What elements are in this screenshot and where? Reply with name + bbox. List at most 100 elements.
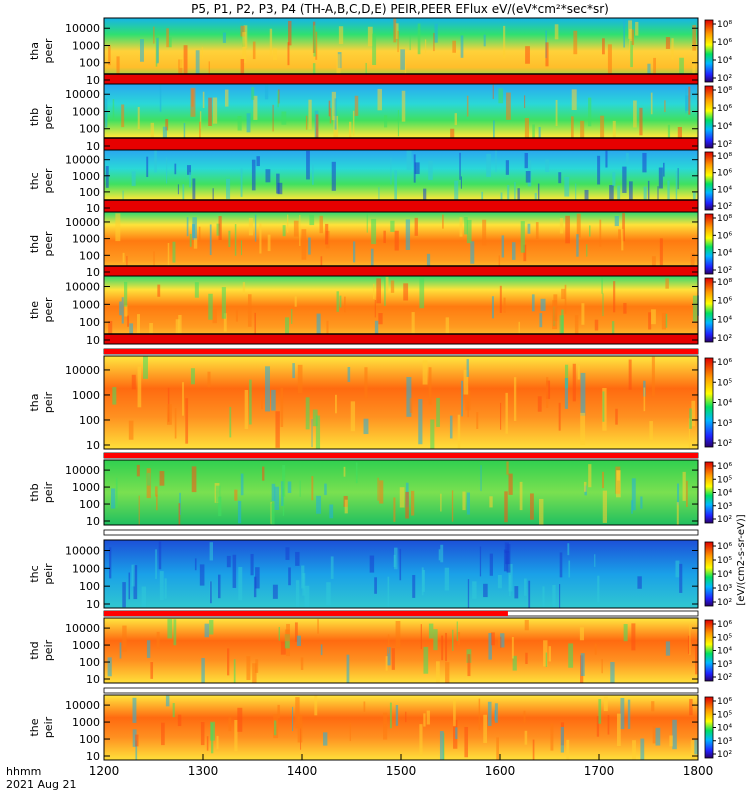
panel-streak <box>459 152 461 180</box>
panel-streak <box>411 312 415 338</box>
panel-streak <box>511 637 514 659</box>
panel-streak <box>194 558 197 571</box>
panel-streak <box>156 631 160 649</box>
panel-streak <box>207 371 211 388</box>
panel-streak <box>601 658 603 674</box>
panel-streak <box>631 500 633 514</box>
colorbar-label: [eV/(cm2-s-sr-eV)] <box>736 514 747 605</box>
panel-streak <box>182 184 185 212</box>
panel-streak <box>127 315 129 327</box>
panel-probe-label: thc <box>28 565 41 582</box>
panel-streak <box>436 397 440 427</box>
panel-streak <box>304 585 310 608</box>
panel-streak <box>262 466 265 481</box>
panel-streak <box>212 97 218 124</box>
colorbar-tick-label: 10³ <box>717 419 732 429</box>
panel-streak <box>576 234 579 257</box>
panel-streak <box>374 320 379 334</box>
panel-streak <box>288 20 292 46</box>
panel-streak <box>461 380 463 417</box>
panel-streak <box>210 721 216 741</box>
panel-streak <box>124 281 128 307</box>
panel-streak <box>628 181 633 211</box>
panel-streak <box>434 23 438 43</box>
colorbar-tick-label: 10⁸ <box>717 152 732 162</box>
x-tick-label: 1200 <box>89 764 120 778</box>
panel-streak <box>240 168 243 197</box>
panel-streak <box>559 584 561 608</box>
panel-streak <box>240 25 245 37</box>
panel-streak <box>445 632 448 662</box>
panel-streak <box>121 297 124 324</box>
panel-streak <box>147 472 151 486</box>
panel-streak <box>423 646 429 674</box>
panel-streak <box>259 223 262 254</box>
low-energy-band <box>104 74 698 84</box>
panel-streak <box>316 495 322 514</box>
panel-streak <box>506 92 511 120</box>
panel-streak <box>308 237 311 255</box>
panel-streak <box>545 42 549 67</box>
panel-streak <box>571 89 577 111</box>
panel-streak <box>602 38 605 55</box>
panel-streak <box>613 281 616 313</box>
colorbar <box>704 541 714 607</box>
panel-streak <box>136 464 140 477</box>
y-tick-label: 1000 <box>72 298 100 311</box>
panel-streak <box>483 583 488 598</box>
panel-streak <box>305 397 310 430</box>
panel-streak <box>640 738 645 760</box>
panel-streak <box>512 655 517 671</box>
panel-streak <box>679 57 684 84</box>
panel-streak <box>637 576 642 589</box>
panel-streak <box>282 465 286 497</box>
panel-streak <box>166 404 172 425</box>
panel-streak <box>686 480 688 507</box>
panel-streak <box>173 619 177 646</box>
panel-streak <box>597 155 601 185</box>
colorbar <box>704 277 714 343</box>
panel-streak <box>419 724 423 756</box>
panel-streak <box>470 241 475 264</box>
panel-streak <box>167 619 173 639</box>
panel-streak <box>524 619 529 631</box>
panel-streak <box>466 219 472 244</box>
panel-streak <box>661 312 667 330</box>
panel-streak <box>269 28 273 56</box>
panel-streak <box>612 120 616 141</box>
panel-streak <box>491 632 495 646</box>
panel-streak <box>695 644 698 675</box>
y-tick-label: 1000 <box>72 170 100 183</box>
panel-streak <box>390 157 392 185</box>
panel-streak <box>423 713 426 727</box>
panel-streak <box>631 478 636 511</box>
panel-streak <box>370 248 374 276</box>
colorbar-tick-label: 10⁴ <box>717 122 732 132</box>
panel-streak <box>183 123 186 150</box>
panel-streak <box>222 32 226 43</box>
y-tick-label: 100 <box>79 57 100 70</box>
panel-type-label: peir <box>42 391 55 413</box>
panel-streak <box>277 182 283 195</box>
panel-streak <box>395 23 399 39</box>
y-tick-label: 10000 <box>65 464 100 477</box>
flag-strip <box>103 687 699 694</box>
panel-type-label: peer <box>42 38 55 64</box>
panel-streak <box>548 646 551 662</box>
y-tick-label: 10000 <box>65 88 100 101</box>
colorbar-tick-label: 10⁴ <box>717 249 732 259</box>
panel-streak <box>132 697 137 723</box>
colorbar-tick-label: 10⁴ <box>717 724 732 734</box>
panel-streak <box>514 586 519 599</box>
panel-streak <box>293 220 299 237</box>
panel-streak <box>294 296 297 307</box>
colorbar <box>704 213 714 275</box>
panel-streak <box>311 419 313 448</box>
panel-streak <box>338 26 344 45</box>
panel-streak <box>677 168 679 190</box>
y-tick-label: 10000 <box>65 545 100 558</box>
panel-streak <box>665 641 671 656</box>
panel-streak <box>428 623 434 639</box>
panel-streak <box>237 707 243 732</box>
colorbar-tick-label: 10² <box>717 598 732 608</box>
